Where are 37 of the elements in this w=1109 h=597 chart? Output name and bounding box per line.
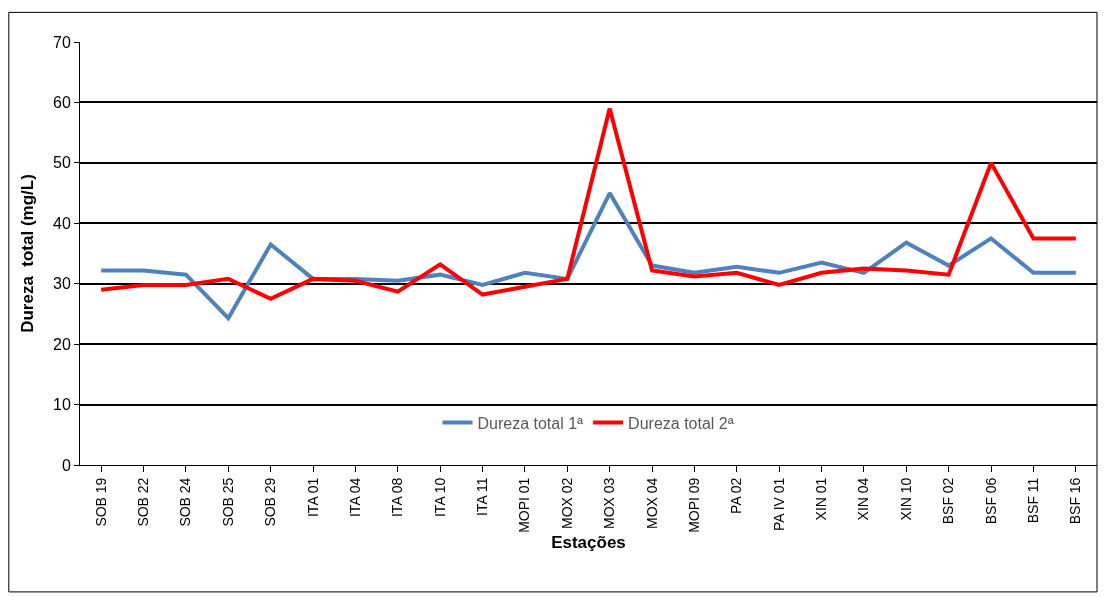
x-tick-label: BSF 16 [1067, 477, 1084, 525]
x-tick-label: XIN 10 [897, 477, 914, 521]
x-tick-label: SOB 19 [92, 477, 109, 527]
y-tick-label: 0 [61, 456, 71, 474]
x-tick-label: MOPI 09 [685, 477, 702, 533]
x-tick-label: SOB 22 [135, 477, 152, 527]
x-tick-label: MOX 03 [601, 477, 618, 529]
y-tick-label: 10 [53, 396, 71, 414]
y-tick-label: 20 [53, 335, 71, 353]
x-tick-label: SOB 25 [219, 477, 236, 527]
x-tick-label: XIN 01 [813, 477, 830, 521]
y-tick-label: 60 [53, 94, 71, 112]
x-tick-label: BSF 06 [982, 477, 999, 525]
x-tick-label: PA 02 [728, 477, 745, 514]
x-tick-label: ITA 10 [431, 477, 448, 518]
x-tick-label: SOB 29 [262, 477, 279, 527]
x-tick-label: ITA 08 [389, 477, 406, 518]
x-tick-label: XIN 04 [855, 477, 872, 521]
y-tick-label: 70 [53, 33, 71, 51]
y-tick-label: 40 [53, 214, 71, 232]
x-tick-label: BSF 11 [1024, 477, 1041, 524]
y-axis-title: Dureza total (mg/L) [17, 174, 37, 333]
x-tick-label: BSF 02 [940, 477, 957, 525]
x-tick-label: MOX 02 [558, 477, 575, 529]
legend-label: Dureza total 2ª [628, 414, 734, 432]
y-tick-label: 50 [53, 154, 71, 172]
legend-label: Dureza total 1ª [477, 414, 584, 432]
x-tick-label: SOB 24 [177, 477, 194, 527]
x-tick-label: ITA 04 [346, 477, 363, 518]
x-tick-label: MOPI 01 [516, 477, 533, 533]
x-tick-label: PA IV 01 [770, 477, 787, 532]
x-axis-title: Estações [551, 533, 626, 553]
line-series [99, 106, 1078, 301]
y-tick-label: 30 [53, 275, 71, 293]
x-tick-label: ITA 11 [474, 477, 491, 516]
x-tick-label: MOX 04 [643, 477, 660, 529]
x-tick-label: ITA 01 [304, 477, 321, 518]
